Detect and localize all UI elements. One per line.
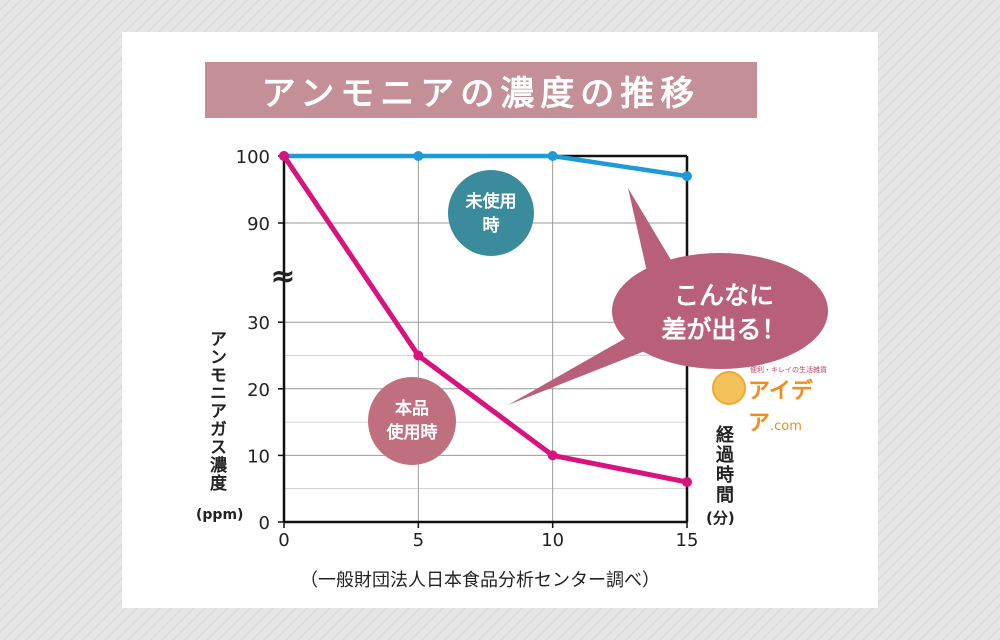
x-tick-label: 0 — [278, 530, 289, 551]
y-tick-label: 10 — [247, 446, 270, 467]
series-group — [279, 151, 692, 488]
x-axis-unit: (分) — [706, 509, 735, 527]
badge-used-line2: 使用時 — [386, 422, 438, 443]
data-point-unused — [413, 151, 424, 161]
source-note: （一般財団法人日本食品分析センター調べ） — [300, 570, 660, 591]
logo-face-icon — [712, 371, 746, 405]
data-point-used — [547, 450, 558, 461]
y-tick-label: 0 — [259, 513, 270, 534]
badge-unused-line1: 未使用 — [465, 191, 517, 212]
data-point-used — [682, 477, 692, 488]
logo-tagline: 便利・キレイの生活雑貨 — [750, 366, 827, 374]
y-tick-label: 100 — [236, 147, 270, 168]
badge-unused-line2: 時 — [483, 215, 500, 236]
callout-tail-lower — [508, 330, 660, 405]
x-axis-label: 経過時間 — [713, 425, 734, 505]
data-point-unused — [547, 151, 558, 161]
chart-title: アンモニアの濃度の推移 — [205, 62, 757, 118]
data-point-used — [413, 350, 424, 361]
logo-suffix: .com — [770, 419, 802, 434]
data-point-used — [279, 151, 289, 161]
y-tick-label: 90 — [247, 214, 270, 235]
x-tick-label: 10 — [541, 530, 564, 551]
series-line-unused — [281, 153, 690, 179]
x-tick-labels: 0 5 10 15 — [278, 522, 698, 551]
callout-line1: こんなに — [674, 281, 774, 310]
badge-used-circle — [368, 377, 456, 465]
data-point-unused — [682, 171, 692, 182]
y-tick-label: 30 — [247, 313, 270, 334]
y-axis-unit: (ppm) — [196, 507, 244, 523]
x-tick-label: 15 — [676, 530, 699, 551]
logo-brand-text: アイデア — [748, 379, 813, 436]
callout-line2: 差が出る！ — [661, 315, 786, 344]
logo-brand: アイデア.com — [748, 373, 860, 437]
badge-unused-circle — [448, 170, 534, 256]
site-logo: 便利・キレイの生活雑貨 アイデア.com — [710, 365, 860, 436]
callout-bubble: こんなに 差が出る！ — [508, 188, 828, 405]
axis-break-symbol: ≈ — [270, 259, 295, 294]
x-tick-label: 5 — [413, 530, 424, 551]
y-tick-labels: 0 10 20 30 90 100 — [236, 147, 284, 534]
y-tick-label: 20 — [247, 380, 270, 401]
badge-used-line1: 本品 — [395, 398, 429, 419]
y-axis-label: アンモニアガス濃度 — [206, 330, 226, 492]
badge-unused: 未使用 時 — [448, 170, 534, 256]
callout-ellipse — [612, 253, 828, 369]
badge-used: 本品 使用時 — [368, 377, 456, 465]
series-line-used — [281, 153, 690, 485]
